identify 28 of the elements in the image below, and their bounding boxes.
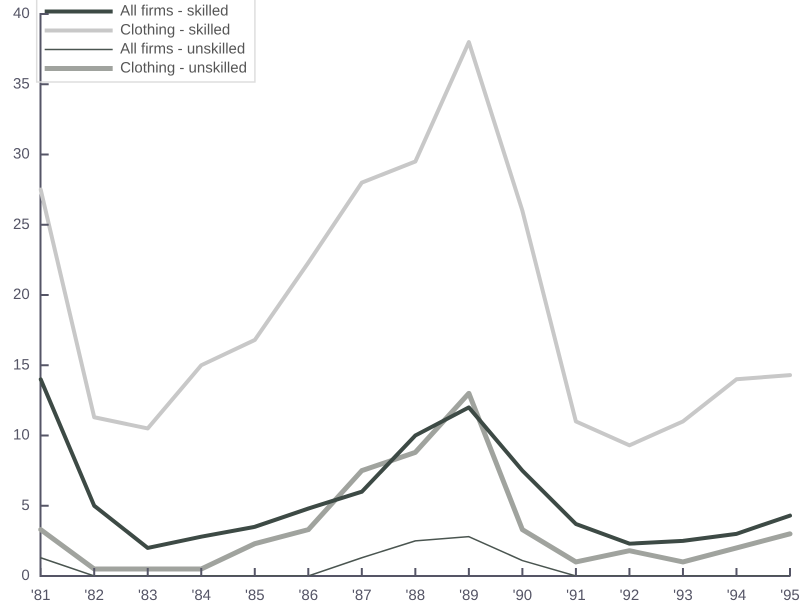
legend-label: All firms - unskilled [120, 40, 246, 58]
y-tick-label: 25 [12, 216, 30, 233]
y-tick-label: 10 [12, 426, 30, 444]
x-tick-label: '91 [566, 587, 586, 604]
y-tick-label: 0 [21, 567, 30, 584]
y-tick-label: 40 [12, 5, 30, 22]
x-tick-label: '84 [191, 587, 212, 604]
y-tick-label: 5 [21, 496, 30, 514]
y-tick-label: 15 [12, 356, 30, 374]
x-tick-label: '86 [298, 587, 318, 604]
x-tick-label: '82 [84, 587, 104, 604]
x-tick-label: '89 [459, 587, 479, 604]
x-tick-label: '92 [620, 587, 640, 604]
x-tick-label: '94 [726, 587, 746, 604]
x-tick-label: '88 [406, 587, 426, 604]
y-tick-label: 35 [12, 75, 30, 92]
legend-label: Clothing - skilled [120, 22, 230, 39]
x-tick-label: '83 [138, 587, 158, 604]
x-tick-label: '95 [780, 587, 800, 604]
y-tick-label: 30 [12, 146, 30, 163]
y-tick-label: 20 [12, 286, 30, 304]
x-tick-label: '81 [30, 587, 50, 604]
x-tick-label: '85 [244, 587, 265, 604]
legend-label: Clothing - unskilled [120, 60, 247, 77]
x-tick-label: '90 [512, 587, 532, 604]
x-tick-label: '87 [352, 587, 372, 604]
legend-label: All firms - skilled [120, 2, 229, 20]
x-tick-label: '93 [673, 587, 693, 604]
